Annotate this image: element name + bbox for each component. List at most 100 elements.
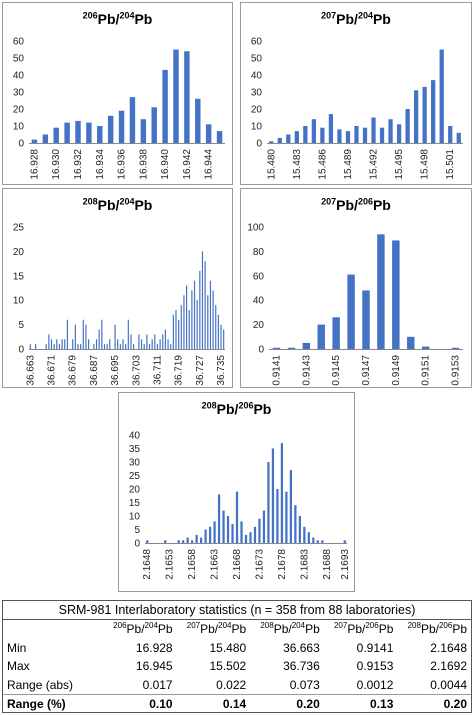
bar — [118, 110, 125, 143]
bar — [377, 234, 385, 349]
y-tick-label: 30 — [251, 88, 263, 99]
table-cell: 15.480 — [209, 640, 247, 655]
x-tick-label: 15.483 — [292, 149, 303, 180]
chart-svg: 0 5 10 15 20 25 30 35 40 2.1648 2.1653 2.1658 2.1663… — [129, 431, 351, 580]
y-tick-label: 10 — [251, 122, 263, 133]
bar — [97, 126, 103, 143]
bar — [188, 309, 190, 349]
chart-title: 207Pb/204Pb — [321, 10, 391, 27]
chart-title: 208Pb/206Pb — [201, 400, 272, 417]
bar — [196, 300, 198, 349]
chart-svg: 0 5 10 15 20 25 36.663 36.671 36.679 36.687 36.695… — [13, 223, 227, 386]
table-cell: 0.13 — [323, 694, 398, 714]
table-corner-cell — [3, 620, 103, 639]
chart-panel-207-204: 207Pb/204Pb 0 10 20 30 40 50 60 15.480 15.483 15.… — [240, 2, 472, 185]
bar — [388, 119, 393, 143]
bar — [456, 132, 461, 143]
bar — [321, 540, 324, 543]
bar — [276, 489, 279, 543]
bar — [216, 131, 223, 143]
chart-panel-207-206: 207Pb/206Pb 0 20 40 60 80 100 0.9141 0.9143 0.91… — [240, 188, 472, 388]
bar — [88, 339, 90, 349]
bar — [146, 334, 148, 349]
bar — [207, 295, 209, 349]
bar — [267, 462, 270, 543]
bar — [217, 314, 219, 349]
chart-title: 206Pb/204Pb — [82, 10, 153, 27]
x-tick-label: 0.9143 — [301, 355, 312, 386]
bar — [72, 339, 74, 349]
table-cell: 2.1648 — [430, 640, 467, 655]
bar — [195, 534, 198, 543]
x-tick-label: 16.932 — [73, 149, 84, 180]
bar — [35, 344, 37, 349]
bar — [215, 305, 217, 349]
bar — [129, 97, 136, 143]
bar — [414, 90, 419, 143]
y-tick-label: 0 — [18, 139, 24, 150]
x-tick-label: 2.1668 — [232, 549, 243, 580]
x-tick-label: 0.9151 — [421, 355, 432, 386]
bar — [93, 344, 95, 349]
y-tick-label: 10 — [13, 122, 25, 133]
bar — [217, 494, 221, 543]
y-tick-label: 0 — [18, 345, 24, 356]
x-tick-label: 2.1688 — [322, 549, 333, 580]
bar — [204, 529, 207, 543]
x-tick-label: 16.940 — [160, 149, 171, 180]
bar — [249, 532, 252, 543]
bar — [29, 344, 31, 349]
bar — [173, 49, 179, 143]
bar — [193, 280, 196, 349]
x-tick-label: 15.498 — [420, 149, 431, 180]
bar — [45, 344, 47, 349]
bar — [85, 324, 87, 349]
x-tick-label: 16.942 — [182, 149, 193, 180]
bar — [159, 339, 161, 349]
bar — [220, 324, 222, 349]
x-tick-label: 2.1683 — [299, 549, 310, 580]
table-cell: 0.20 — [250, 694, 324, 714]
bar — [258, 518, 261, 543]
bar — [154, 334, 156, 349]
y-tick-label: 100 — [247, 223, 264, 234]
x-tick-label: 16.934 — [95, 149, 106, 180]
y-tick-label: 0 — [256, 139, 262, 150]
bar — [337, 129, 342, 143]
bar — [302, 342, 311, 349]
bar — [140, 339, 143, 349]
bar — [312, 537, 315, 543]
table-cell: 0.017 — [142, 677, 173, 692]
bar — [328, 114, 334, 143]
x-tick-label: 2.1658 — [187, 549, 198, 580]
bar — [208, 526, 212, 543]
bar — [277, 137, 282, 143]
bar — [77, 344, 79, 349]
bar — [61, 339, 63, 349]
bar — [226, 516, 230, 543]
bar — [167, 339, 169, 349]
x-tick-label: 15.495 — [394, 149, 405, 180]
bar — [42, 134, 49, 143]
bar — [170, 344, 172, 349]
bar — [422, 86, 427, 143]
bar — [311, 119, 316, 143]
y-tick-label: 25 — [129, 471, 141, 482]
bar — [317, 324, 325, 349]
x-tick-label: 2.1678 — [277, 549, 288, 580]
bar — [421, 346, 430, 349]
bar — [182, 540, 185, 543]
bar — [48, 334, 50, 349]
x-tick-label: 2.1663 — [210, 549, 221, 580]
stats-title: SRM-981 Interlaboratory statistics (n = … — [3, 601, 471, 620]
x-tick-label: 2.1693 — [340, 549, 351, 580]
y-tick-label: 15 — [129, 498, 141, 509]
chart-title: 207Pb/206Pb — [321, 196, 391, 213]
chart-title: 208Pb/204Pb — [82, 196, 153, 213]
x-tick-label: 36.695 — [110, 355, 121, 386]
bar — [107, 115, 114, 143]
x-tick-label: 15.489 — [343, 149, 354, 180]
bar — [204, 261, 206, 349]
bar — [117, 339, 119, 349]
bar — [316, 540, 319, 543]
